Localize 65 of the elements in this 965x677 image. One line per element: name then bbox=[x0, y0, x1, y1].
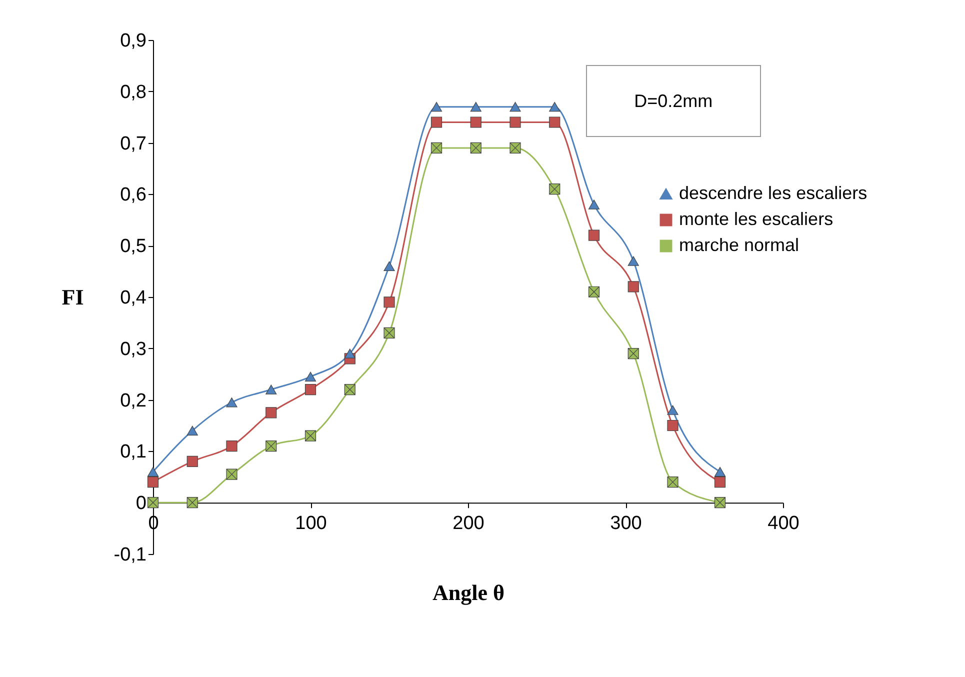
text-box: D=0.2mm bbox=[586, 65, 761, 137]
point bbox=[384, 327, 395, 339]
point bbox=[470, 116, 482, 128]
y-tick-label: 0,8 bbox=[120, 82, 146, 103]
point bbox=[588, 286, 600, 298]
y-tick-label: 0,6 bbox=[120, 184, 146, 206]
point bbox=[430, 116, 442, 128]
point bbox=[510, 116, 521, 128]
x-tick-label: 100 bbox=[295, 513, 327, 534]
legend-label: monte les escaliers bbox=[679, 209, 834, 229]
point bbox=[628, 348, 639, 360]
point bbox=[304, 372, 316, 382]
point bbox=[628, 281, 639, 292]
y-tick-label: 0,2 bbox=[120, 390, 146, 412]
point bbox=[266, 407, 277, 418]
point bbox=[628, 256, 639, 266]
point bbox=[344, 348, 356, 358]
point bbox=[714, 497, 726, 508]
point bbox=[667, 476, 678, 488]
point bbox=[430, 142, 442, 154]
point bbox=[384, 261, 395, 271]
point bbox=[266, 384, 277, 394]
x-tick-label: 300 bbox=[610, 513, 642, 534]
point bbox=[186, 456, 198, 468]
point bbox=[226, 468, 238, 480]
y-axis-title: FI bbox=[62, 284, 84, 310]
point bbox=[147, 476, 159, 488]
point bbox=[549, 102, 560, 112]
point bbox=[588, 230, 600, 241]
point bbox=[588, 200, 600, 210]
y-tick-label: 0,3 bbox=[120, 338, 146, 360]
point bbox=[714, 466, 726, 477]
legend-label: descendre les escaliers bbox=[679, 183, 868, 203]
point bbox=[667, 405, 678, 415]
y-tick-label: -0,1 bbox=[114, 544, 146, 566]
point bbox=[430, 102, 442, 112]
point bbox=[226, 398, 238, 408]
point bbox=[304, 384, 316, 396]
y-tick-label: 0,4 bbox=[120, 288, 147, 308]
point bbox=[470, 102, 482, 112]
point bbox=[226, 440, 238, 452]
point bbox=[510, 102, 521, 112]
point bbox=[147, 497, 159, 508]
x-axis-title: Angle θ bbox=[432, 580, 504, 606]
point bbox=[186, 497, 198, 508]
point bbox=[384, 296, 395, 308]
y-tick-label: 0,9 bbox=[120, 30, 146, 52]
point bbox=[510, 142, 521, 154]
point bbox=[344, 384, 356, 396]
point bbox=[304, 430, 316, 442]
y-tick-label: 0,1 bbox=[120, 442, 146, 463]
point bbox=[667, 420, 678, 432]
x-tick-label: 200 bbox=[452, 513, 484, 534]
point bbox=[147, 466, 159, 477]
point bbox=[714, 476, 726, 488]
point bbox=[186, 426, 198, 436]
y-tick-label: 0 bbox=[136, 493, 146, 514]
point bbox=[470, 142, 482, 154]
y-tick-label: 0,5 bbox=[120, 236, 146, 258]
x-tick-label: 400 bbox=[768, 513, 800, 534]
point bbox=[266, 440, 277, 452]
point bbox=[549, 116, 560, 128]
point bbox=[549, 184, 560, 195]
y-tick-label: 0,7 bbox=[120, 133, 146, 154]
legend-label: marche normal bbox=[679, 235, 800, 255]
